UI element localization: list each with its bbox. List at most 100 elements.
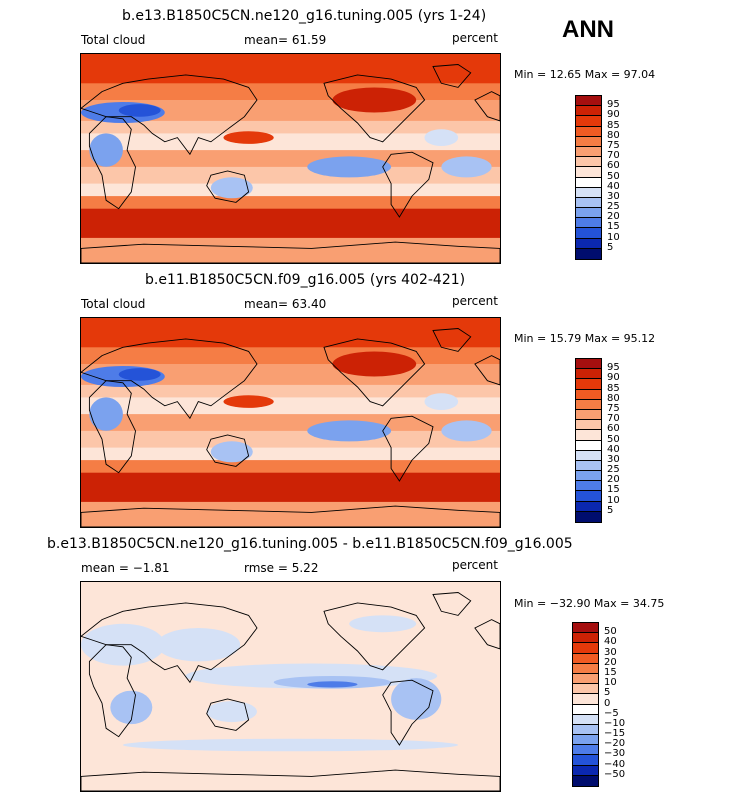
field-band — [81, 120, 500, 134]
colorbar-tick-label: 90 — [607, 109, 620, 121]
colorbar-tick-label: 10 — [607, 231, 620, 243]
panel-1-mean-label: mean= 61.59 — [244, 33, 327, 47]
field-contour — [332, 87, 417, 113]
colorbar-tick-label: 40 — [607, 180, 620, 192]
panel-3-minmax: Min = −32.90 Max = 34.75 — [514, 597, 665, 610]
panel-1-units-label: percent — [452, 31, 498, 45]
panel-3-colorbar — [572, 622, 599, 787]
field-contour — [307, 156, 392, 178]
colorbar-tick-label: 5 — [607, 504, 614, 516]
colorbar-swatch — [576, 501, 601, 512]
panel-2-colorbar — [575, 358, 602, 523]
colorbar-swatch — [576, 399, 601, 410]
coastline — [474, 91, 500, 122]
colorbar-tick-label: 80 — [607, 129, 620, 141]
colorbar-swatch — [576, 218, 601, 229]
colorbar-tick-label: 5 — [604, 687, 611, 699]
coastline — [382, 679, 434, 746]
colorbar-swatch — [573, 724, 598, 736]
colorbar-tick-label: 70 — [607, 413, 620, 425]
colorbar-swatch — [573, 775, 598, 786]
colorbar-swatch — [573, 684, 598, 695]
field-contour — [424, 393, 459, 410]
panel-2-title: b.e11.B1850C5CN.f09_g16.005 (yrs 402-421… — [145, 272, 466, 288]
field-contour — [89, 397, 123, 431]
colorbar-tick-label: 20 — [607, 211, 620, 223]
panel-1-map — [80, 53, 501, 264]
field-contour — [122, 738, 459, 752]
coastline — [323, 338, 426, 407]
colorbar-tick-label: 10 — [607, 494, 620, 506]
colorbar-tick-label: 95 — [607, 99, 620, 111]
field-contour — [210, 441, 253, 463]
colorbar-tick-label: 50 — [604, 626, 617, 638]
colorbar-swatch — [576, 208, 601, 219]
field-band — [81, 501, 500, 527]
colorbar-swatch — [576, 146, 601, 158]
colorbar-swatch — [576, 379, 601, 390]
colorbar-tick-label: 20 — [607, 474, 620, 486]
colorbar-swatch — [576, 136, 601, 147]
colorbar-tick-label: 0 — [604, 697, 611, 709]
colorbar-tick-label: −5 — [604, 707, 619, 719]
colorbar-swatch — [576, 440, 601, 451]
colorbar-swatch — [576, 389, 601, 400]
colorbar-swatch — [573, 704, 598, 715]
field-contour — [307, 420, 392, 442]
panel-2-units-label: percent — [452, 294, 498, 308]
coastline — [323, 74, 426, 143]
coastline — [432, 328, 472, 352]
colorbar-swatch — [576, 116, 601, 127]
coastline — [81, 602, 258, 684]
coastline — [474, 619, 500, 650]
coastline — [88, 116, 136, 210]
panel-1-minmax: Min = 12.65 Max = 97.04 — [514, 68, 656, 81]
colorbar-swatch — [576, 126, 601, 137]
field-contour — [441, 156, 492, 178]
colorbar-tick-label: 15 — [604, 666, 617, 678]
colorbar-swatch — [573, 694, 598, 705]
colorbar-tick-label: 50 — [607, 433, 620, 445]
colorbar-tick-label: 25 — [607, 464, 620, 476]
colorbar-tick-label: −50 — [604, 768, 626, 780]
colorbar-tick-label: 5 — [607, 241, 614, 253]
field-band — [81, 133, 500, 151]
colorbar-tick-label: 90 — [607, 372, 620, 384]
panel-2-variable-label: Total cloud — [81, 297, 146, 311]
panel-3-rmse-label: rmse = 5.22 — [244, 561, 319, 575]
season-label: ANN — [562, 16, 614, 43]
map-field — [81, 582, 500, 791]
coastline — [382, 415, 434, 482]
field-band — [81, 460, 500, 474]
colorbar-swatch — [573, 643, 598, 654]
panel-3-title: b.e13.B1850C5CN.ne120_g16.tuning.005 - b… — [47, 536, 573, 552]
colorbar-tick-label: 30 — [607, 453, 620, 465]
colorbar-swatch — [576, 167, 601, 178]
field-band — [81, 318, 500, 348]
field-contour — [391, 678, 442, 720]
colorbar-swatch — [573, 745, 598, 756]
field-band — [81, 384, 500, 398]
colorbar-tick-label: 10 — [604, 677, 617, 689]
panel-1-title: b.e13.B1850C5CN.ne120_g16.tuning.005 (yr… — [122, 8, 487, 24]
field-contour — [89, 133, 123, 167]
field-band — [81, 208, 500, 239]
field-contour — [156, 628, 241, 662]
colorbar-tick-label: 60 — [607, 160, 620, 172]
field-band — [81, 447, 500, 461]
field-band — [81, 397, 500, 415]
coastline — [474, 355, 500, 386]
coastline — [88, 644, 136, 738]
colorbar-tick-label: 30 — [604, 646, 617, 658]
colorbar-swatch — [573, 623, 598, 634]
field-band — [81, 472, 500, 503]
field-band — [81, 83, 500, 101]
field-contour — [441, 420, 492, 442]
colorbar-swatch — [576, 228, 601, 239]
colorbar-swatch — [576, 471, 601, 482]
field-band — [81, 54, 500, 84]
colorbar-tick-label: 85 — [607, 382, 620, 394]
colorbar-tick-label: −15 — [604, 728, 626, 740]
field-band — [81, 347, 500, 365]
field-contour — [210, 177, 253, 199]
